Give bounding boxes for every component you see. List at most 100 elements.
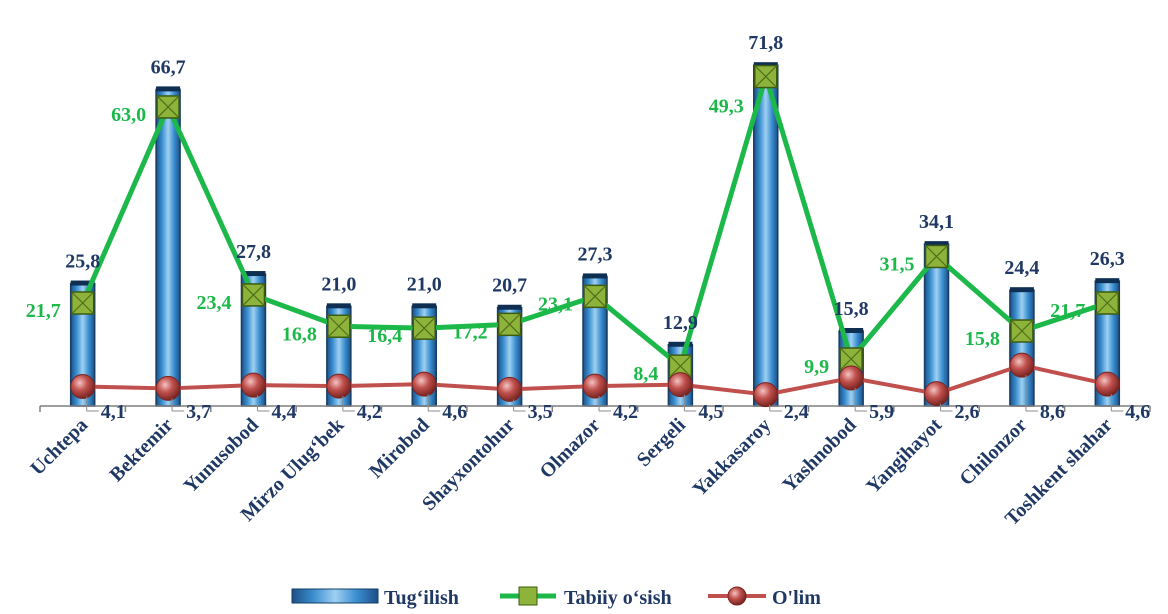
bar (155, 88, 181, 407)
olim-value-label: 4,6 (1125, 401, 1150, 423)
olim-point (924, 381, 950, 407)
bar-cap (668, 341, 693, 347)
olim-value-label: 5,9 (869, 401, 894, 423)
olim-value-label: 4,1 (101, 401, 126, 423)
bar-cap (156, 86, 181, 92)
tabiiy-osish-value-label: 23,4 (196, 292, 231, 314)
olim-point (838, 365, 864, 391)
bar-cap (1095, 278, 1120, 284)
tabiiy-osish-point-bevel (668, 354, 692, 378)
bar-value-label: 20,7 (492, 275, 527, 297)
line-series (70, 64, 1120, 408)
x-tick-label: Sergeli (633, 414, 690, 471)
bar-value-label: 25,8 (65, 251, 100, 273)
olim-value-label: 3,5 (528, 401, 553, 423)
x-tick-label: Olmazor (536, 414, 605, 483)
bar-value-label: 26,3 (1090, 248, 1125, 270)
bar-value-label: 66,7 (151, 56, 186, 78)
bar-value-label: 21,0 (321, 273, 356, 295)
tabiiy-osish-value-label: 21,7 (26, 300, 61, 322)
bar-value-label: 12,9 (663, 312, 698, 334)
tabiiy-osish-value-label: 16,4 (367, 325, 402, 347)
tabiiy-osish-point-bevel (925, 245, 948, 268)
olim-value-label: 4,2 (357, 401, 382, 423)
olim-value-label: 4,5 (698, 401, 723, 423)
bar-cap (326, 303, 351, 309)
tabiiy-osish-value-label: 16,8 (282, 323, 317, 345)
olim-point (497, 376, 523, 402)
tabiiy-osish-point-bevel (839, 347, 863, 371)
bar (753, 64, 779, 407)
olim-point (1094, 371, 1120, 397)
tabiiy-osish-value-label: 17,2 (453, 321, 488, 343)
x-axis (39, 405, 1151, 412)
olim-point (753, 382, 779, 408)
tabiiy-osish-point-bevel (71, 291, 95, 315)
x-tick-label: Uchtepa (26, 414, 92, 480)
bar-cap (70, 280, 95, 286)
bar-cap (924, 241, 949, 247)
tabiiy-osish-point-bevel (1010, 319, 1034, 343)
legend: Tug‘ilish Tabiiy o‘sish O'lim (291, 586, 821, 609)
tabiiy-osish-point-bevel (327, 314, 351, 338)
bar-value-label: 15,8 (834, 298, 869, 320)
olim-point (667, 372, 693, 398)
olim-value-label: 3,7 (186, 401, 211, 423)
bar (1009, 289, 1035, 407)
tabiiy-osish-value-label: 21,7 (1050, 300, 1085, 322)
bar-value-label: 27,8 (236, 241, 271, 263)
x-tick-label: Yakkasaroy (688, 414, 775, 501)
tabiiy-osish-value-label: 23,1 (538, 293, 573, 315)
bar-cap (753, 62, 778, 68)
bar-cap (583, 273, 607, 279)
legend-label-tugilish: Tug‘ilish (384, 587, 459, 609)
tabiiy-osish-value-label: 49,3 (709, 96, 744, 118)
bar-cap (412, 303, 437, 309)
bar-cap (1009, 287, 1034, 293)
x-tick-label: Bektemir (105, 414, 177, 486)
tabiiy-osish-value-label: 8,4 (633, 363, 658, 385)
bar-value-label: 71,8 (748, 32, 783, 54)
olim-point (70, 374, 96, 400)
tabiiy-osish-point-bevel (754, 65, 778, 89)
tabiiy-osish-value-label: 63,0 (111, 104, 146, 126)
olim-value-label: 4,6 (442, 401, 467, 423)
tabiiy-osish-point-bevel (1095, 291, 1119, 315)
bar-value-label: 27,3 (578, 243, 613, 265)
tabiiy-osish-point-bevel (242, 283, 265, 307)
legend-label-tabiiy-osish: Tabiiy o‘sish (564, 587, 672, 609)
tabiiy-osish-value-label: 31,5 (880, 253, 915, 275)
olim-point (582, 373, 608, 399)
olim-value-label: 4,2 (613, 401, 638, 423)
olim-point (1009, 352, 1035, 378)
tabiiy-osish-value-label: 9,9 (804, 356, 829, 378)
olim-point (326, 373, 352, 399)
tabiiy-osish-value-label: 15,8 (965, 328, 1000, 350)
tabiiy-osish-point-bevel (583, 284, 607, 308)
bar-cap (241, 271, 266, 277)
bar-value-label: 21,0 (407, 273, 442, 295)
data-labels: 25,8 66,7 27,8 21,0 21,0 20,7 27,3 12,9 71,8 15,8… (26, 32, 1151, 423)
x-tick-label: Yashnobod (778, 414, 860, 496)
olim-point (155, 375, 181, 401)
legend-swatch-tugilish (291, 588, 379, 604)
legend-label-olim: O'lim (772, 587, 821, 609)
x-tick-label: Mirobod (365, 414, 434, 483)
tabiiy-osish-point-bevel (498, 312, 522, 336)
olim-point (411, 371, 437, 397)
x-tick-label: Yangihayot (862, 414, 946, 498)
x-tick-label: Chilonzor (955, 414, 1031, 490)
olim-value-label: 8,6 (1040, 401, 1065, 423)
legend-marker-tabiiy-osish (518, 586, 538, 606)
olim-value-label: 2,4 (784, 401, 809, 423)
tabiiy-osish-point-bevel (156, 95, 180, 119)
x-tick-label: Yunusobod (180, 414, 263, 497)
bar-value-label: 34,1 (919, 211, 954, 233)
tabiiy-osish-point-bevel (412, 316, 436, 340)
bar-cap (839, 328, 864, 334)
olim-point (240, 372, 266, 398)
bar-cap (497, 304, 522, 310)
